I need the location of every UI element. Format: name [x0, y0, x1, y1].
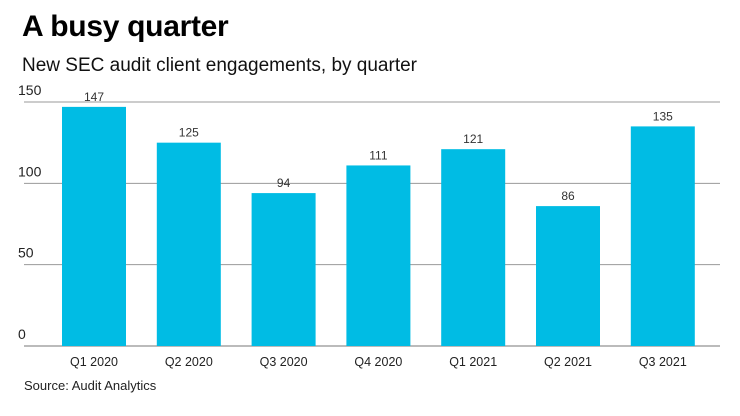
bar	[441, 149, 506, 346]
bar	[156, 142, 221, 346]
x-tick-label: Q2 2021	[544, 355, 592, 369]
data-label: 125	[179, 126, 199, 140]
data-label: 147	[84, 90, 104, 104]
bar	[630, 126, 695, 347]
bar	[346, 165, 411, 346]
chart-title: A busy quarter	[22, 10, 229, 43]
bar	[62, 106, 126, 346]
source-note: Source: Audit Analytics	[24, 378, 157, 393]
data-label: 94	[277, 176, 291, 190]
y-tick-label: 100	[18, 163, 42, 179]
y-tick-label: 150	[18, 82, 42, 98]
data-label: 86	[561, 189, 575, 203]
y-tick-label: 0	[18, 326, 26, 342]
x-tick-label: Q1 2020	[70, 355, 118, 369]
x-tick-label: Q3 2020	[260, 355, 308, 369]
x-tick-label: Q2 2020	[165, 355, 213, 369]
x-tick-label: Q1 2021	[449, 355, 497, 369]
chart-subtitle: New SEC audit client engagements, by qua…	[22, 55, 417, 76]
y-tick-label: 50	[18, 245, 34, 261]
bar	[251, 193, 316, 346]
x-tick-label: Q4 2020	[354, 355, 402, 369]
x-tick-label: Q3 2021	[639, 355, 687, 369]
data-label: 121	[463, 132, 483, 146]
data-label: 135	[653, 109, 673, 123]
data-label: 111	[369, 148, 388, 162]
bar	[536, 206, 600, 346]
